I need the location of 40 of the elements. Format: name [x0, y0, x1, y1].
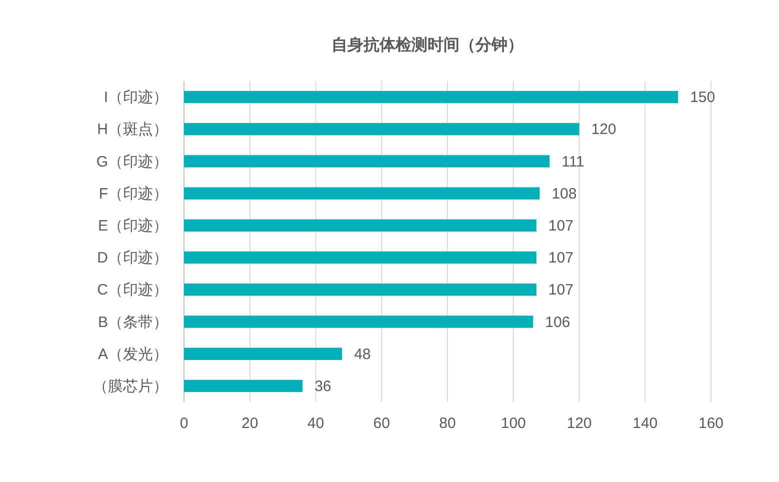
data-label: 107 [548, 250, 574, 267]
y-tick-label: C（印迹） [97, 282, 168, 299]
y-tick-label: E（印迹） [98, 217, 168, 234]
x-tick-label: 0 [180, 415, 188, 432]
x-tick-label: 120 [566, 415, 592, 432]
bar [184, 123, 580, 136]
bar [184, 316, 534, 328]
y-tick-label: D（印迹） [97, 250, 168, 267]
data-label: 36 [314, 378, 332, 395]
y-tick-label: （膜芯片） [93, 378, 168, 395]
data-label: 150 [690, 89, 716, 106]
data-label: 111 [562, 153, 584, 170]
data-label: 107 [548, 217, 574, 234]
data-label: 120 [591, 121, 616, 138]
bar [184, 251, 536, 264]
bar [184, 219, 536, 232]
x-tick-label: 100 [500, 415, 526, 432]
x-tick-label: 60 [373, 415, 390, 432]
y-tick-label: I（印迹） [104, 89, 168, 106]
data-label: 107 [548, 282, 574, 299]
y-tick-label: B（条带） [98, 314, 168, 331]
x-tick-label: 160 [698, 415, 724, 432]
bar [184, 348, 342, 360]
x-tick-label: 80 [439, 415, 456, 432]
bar [184, 90, 678, 104]
bar [184, 155, 550, 168]
x-tick-label: 20 [242, 415, 258, 432]
y-tick-label: H（斑点） [97, 121, 168, 138]
y-tick-label: G（印迹） [96, 153, 168, 170]
data-label: 48 [354, 346, 371, 363]
bar [184, 380, 303, 392]
bar [184, 187, 540, 200]
x-tick-label: 40 [307, 415, 324, 432]
y-tick-label: F（印迹） [98, 185, 168, 202]
x-tick-label: 140 [632, 415, 658, 432]
data-label: 106 [545, 314, 570, 331]
chart-title: 自身抗体检测时间（分钟） [332, 36, 524, 54]
data-label: 108 [552, 185, 577, 202]
bar [184, 284, 536, 296]
y-tick-label: A（发光） [98, 346, 168, 363]
